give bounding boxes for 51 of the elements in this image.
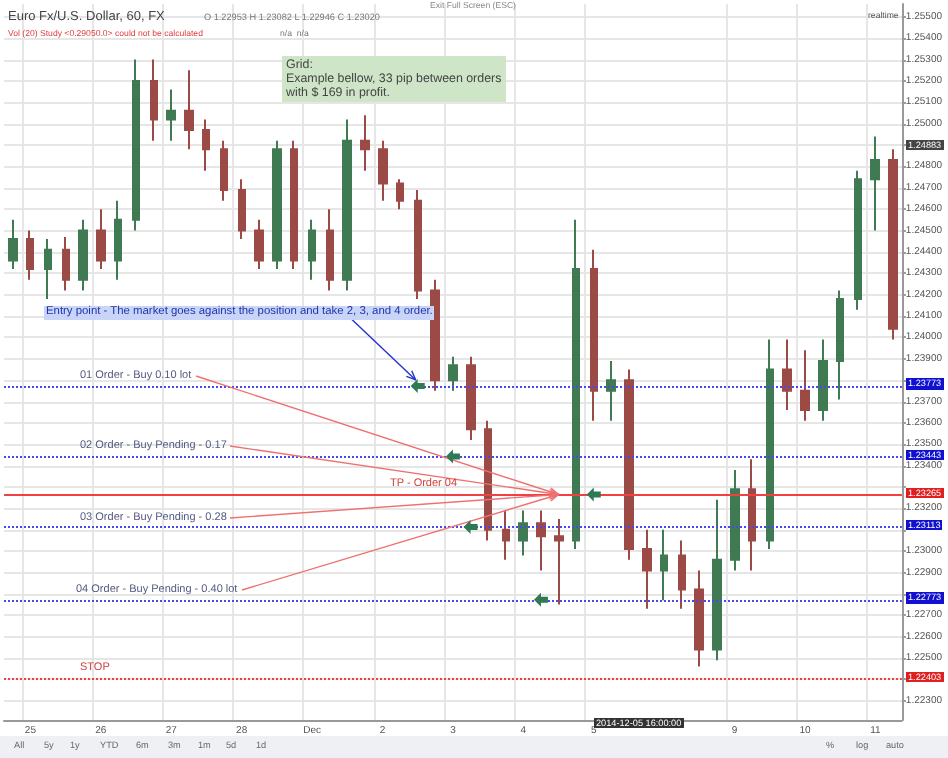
candlestick: [132, 58, 140, 232]
candlestick: [606, 359, 616, 422]
candlestick: [554, 518, 564, 606]
candlestick: [150, 58, 158, 142]
candlestick: [466, 355, 476, 442]
candlestick: [62, 235, 70, 292]
candlestick: [184, 69, 194, 151]
candlestick: [536, 509, 546, 572]
candlestick: [888, 148, 898, 341]
candlestick: [308, 218, 316, 281]
candlestick: [78, 218, 88, 292]
candlestick: [502, 509, 510, 561]
candlestick: [518, 509, 528, 557]
candlestick: [660, 528, 668, 602]
candlestick: [800, 349, 810, 422]
candlestick: [238, 178, 246, 241]
candlestick: [26, 229, 34, 281]
candlestick: [870, 135, 880, 232]
candlestick: [114, 199, 122, 281]
candlestick: [8, 218, 18, 271]
candlestick: [766, 338, 774, 551]
candlestick: [342, 118, 352, 292]
candlestick: [272, 139, 282, 271]
candlestick: [572, 218, 580, 551]
candlestick: [694, 569, 704, 668]
candlestick: [836, 289, 844, 401]
candlestick: [748, 458, 756, 572]
candlestick: [44, 238, 52, 300]
candlestick: [484, 419, 492, 542]
candlestick: [396, 178, 404, 211]
candlestick: [854, 169, 862, 311]
candlestick: [378, 139, 388, 202]
candlestick: [326, 208, 334, 292]
candlestick: [730, 468, 740, 572]
candlestick: [624, 368, 634, 561]
candlestick: [782, 338, 792, 412]
candlestick: [166, 88, 176, 142]
candlestick: [590, 248, 598, 422]
candlestick: [414, 188, 422, 300]
candlestick: [642, 528, 652, 610]
candlestick: [448, 355, 458, 392]
candlestick: [678, 539, 686, 610]
candlestick: [430, 278, 440, 392]
candlestick: [290, 139, 298, 271]
candlestick: [220, 139, 228, 202]
candlestick: [254, 218, 264, 271]
candlestick: [360, 114, 370, 172]
candlestick: [818, 338, 828, 422]
candlestick: [202, 118, 210, 172]
candlestick: [712, 498, 722, 662]
candlestick: [96, 208, 106, 271]
